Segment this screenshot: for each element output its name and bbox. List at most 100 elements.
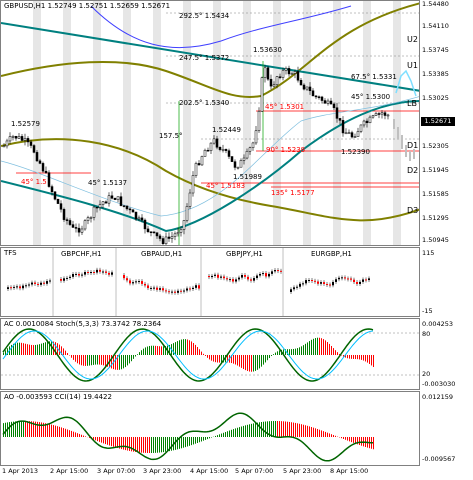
ac-bar bbox=[183, 339, 184, 355]
candle-body bbox=[92, 206, 96, 218]
ac-bar bbox=[331, 345, 332, 355]
ac-bar bbox=[339, 353, 340, 355]
main-chart-pane[interactable]: GBPUSD,H1 1.52749 1.52751 1.52659 1.5267… bbox=[0, 0, 420, 246]
candle-body bbox=[149, 231, 153, 233]
ao-bar bbox=[39, 422, 40, 437]
candle-body bbox=[2, 145, 6, 148]
fib-label-1: 292.5° 1.5434 bbox=[179, 12, 230, 20]
mini-candle-body bbox=[320, 282, 322, 284]
mini-scale[interactable]: 115 -15 bbox=[420, 247, 473, 317]
ao-bar bbox=[217, 435, 218, 437]
ac-bar bbox=[367, 355, 368, 363]
candle-body bbox=[266, 67, 270, 80]
ac-bar bbox=[23, 343, 24, 355]
ac-bar bbox=[265, 355, 266, 363]
ac-bar bbox=[103, 355, 104, 366]
ao-bar bbox=[35, 421, 36, 437]
fib-label-9: 67.5° 1.5331 bbox=[351, 73, 397, 81]
mini-candle-body bbox=[247, 276, 249, 280]
mini-candle-body bbox=[183, 290, 185, 292]
candle-body bbox=[323, 100, 327, 104]
mini-candle-body bbox=[277, 270, 279, 272]
ao-bar bbox=[163, 437, 164, 453]
ao-bar bbox=[303, 424, 304, 437]
ao-bar bbox=[207, 437, 208, 440]
mini-candle-body bbox=[165, 290, 167, 292]
olive-ma-upper bbox=[1, 2, 419, 98]
ac-bar bbox=[255, 355, 256, 371]
ao-bar bbox=[75, 432, 76, 437]
ac-bar bbox=[275, 352, 276, 355]
ao-bar bbox=[131, 437, 132, 452]
ao-bar bbox=[281, 421, 282, 437]
fib-levels bbox=[166, 12, 419, 140]
ao-bar bbox=[309, 426, 310, 437]
ao-bar bbox=[227, 431, 228, 437]
ac-bar bbox=[287, 349, 288, 355]
mini-candle-body bbox=[108, 272, 110, 275]
ao-bar bbox=[201, 437, 202, 442]
time-axis[interactable]: 1 Apr 2013 2 Apr 15:00 3 Apr 07:00 3 Apr… bbox=[0, 466, 473, 480]
ac-bar bbox=[323, 339, 324, 355]
ao-bar bbox=[23, 421, 24, 437]
candle-body bbox=[119, 196, 123, 206]
price-tick: 1.53025 bbox=[422, 94, 449, 102]
ac-bar bbox=[143, 348, 144, 355]
ao-bar bbox=[187, 437, 188, 447]
ao-bar bbox=[97, 437, 98, 442]
ac-bar bbox=[157, 346, 158, 355]
main-price-scale[interactable]: 1.54480 1.54110 1.53745 1.53385 1.53025 … bbox=[420, 0, 473, 246]
ao-bar bbox=[143, 437, 144, 453]
ao-bar bbox=[277, 421, 278, 437]
ac-bar bbox=[15, 343, 16, 355]
ac-bar bbox=[129, 355, 130, 364]
ao-bar bbox=[159, 437, 160, 453]
time-tick: 2 Apr 15:00 bbox=[50, 467, 89, 475]
ac-bar bbox=[289, 349, 290, 355]
ac-bar bbox=[81, 355, 82, 366]
ac-bar bbox=[83, 355, 84, 366]
ao-scale[interactable]: 0.012159 -0.009567 bbox=[420, 391, 473, 466]
ac-bar bbox=[311, 339, 312, 355]
ao-bar bbox=[9, 422, 10, 437]
stoch-signal-line bbox=[2, 330, 374, 380]
ac-bar bbox=[299, 347, 300, 355]
candle-body bbox=[47, 172, 51, 187]
candle-body bbox=[107, 195, 111, 204]
ac-bar bbox=[233, 355, 234, 364]
ac-bar bbox=[133, 355, 134, 359]
candle-body bbox=[308, 86, 312, 92]
mini-candle-body bbox=[314, 280, 316, 282]
ac-bar bbox=[293, 348, 294, 355]
ac-bar bbox=[249, 355, 250, 372]
ao-bar bbox=[327, 432, 328, 437]
mini-candle-body bbox=[305, 280, 307, 284]
mini-charts-pane[interactable]: TFS GBPCHF,H1 GBPAUD,H1 GBPJPY,H1 EURGBP… bbox=[0, 247, 420, 317]
ao-cci-pane[interactable]: AO -0.003593 CCI(14) 19.4422 bbox=[0, 391, 420, 466]
price-tick: 1.51945 bbox=[422, 166, 449, 174]
ac-scale[interactable]: 0.004253 80 20 -0.003030 bbox=[420, 318, 473, 390]
candle-body bbox=[29, 141, 33, 146]
mini-candle-body bbox=[31, 282, 33, 285]
candle-body bbox=[206, 149, 210, 152]
ac-bar bbox=[269, 355, 270, 359]
ao-bar bbox=[189, 437, 190, 446]
ao-bar bbox=[241, 426, 242, 437]
candle-body bbox=[332, 103, 336, 108]
candle-body bbox=[173, 233, 177, 237]
ac-stoch-pane[interactable]: AC 0.0010084 Stoch(5,3,3) 73.3742 78.236… bbox=[0, 318, 420, 390]
ac-bar bbox=[277, 351, 278, 355]
candle-body bbox=[239, 160, 243, 168]
ao-bar bbox=[191, 437, 192, 446]
ao-bar bbox=[151, 437, 152, 453]
candle-body bbox=[59, 203, 63, 210]
ac-bar bbox=[11, 344, 12, 355]
mini-candle-body bbox=[13, 286, 15, 288]
candle-body bbox=[245, 150, 249, 159]
ac-bar bbox=[215, 355, 216, 363]
ac-bar bbox=[117, 355, 118, 370]
candle-body bbox=[176, 232, 180, 235]
ac-bar bbox=[199, 349, 200, 355]
ao-bar bbox=[31, 421, 32, 437]
mini-candle-body bbox=[208, 276, 210, 278]
